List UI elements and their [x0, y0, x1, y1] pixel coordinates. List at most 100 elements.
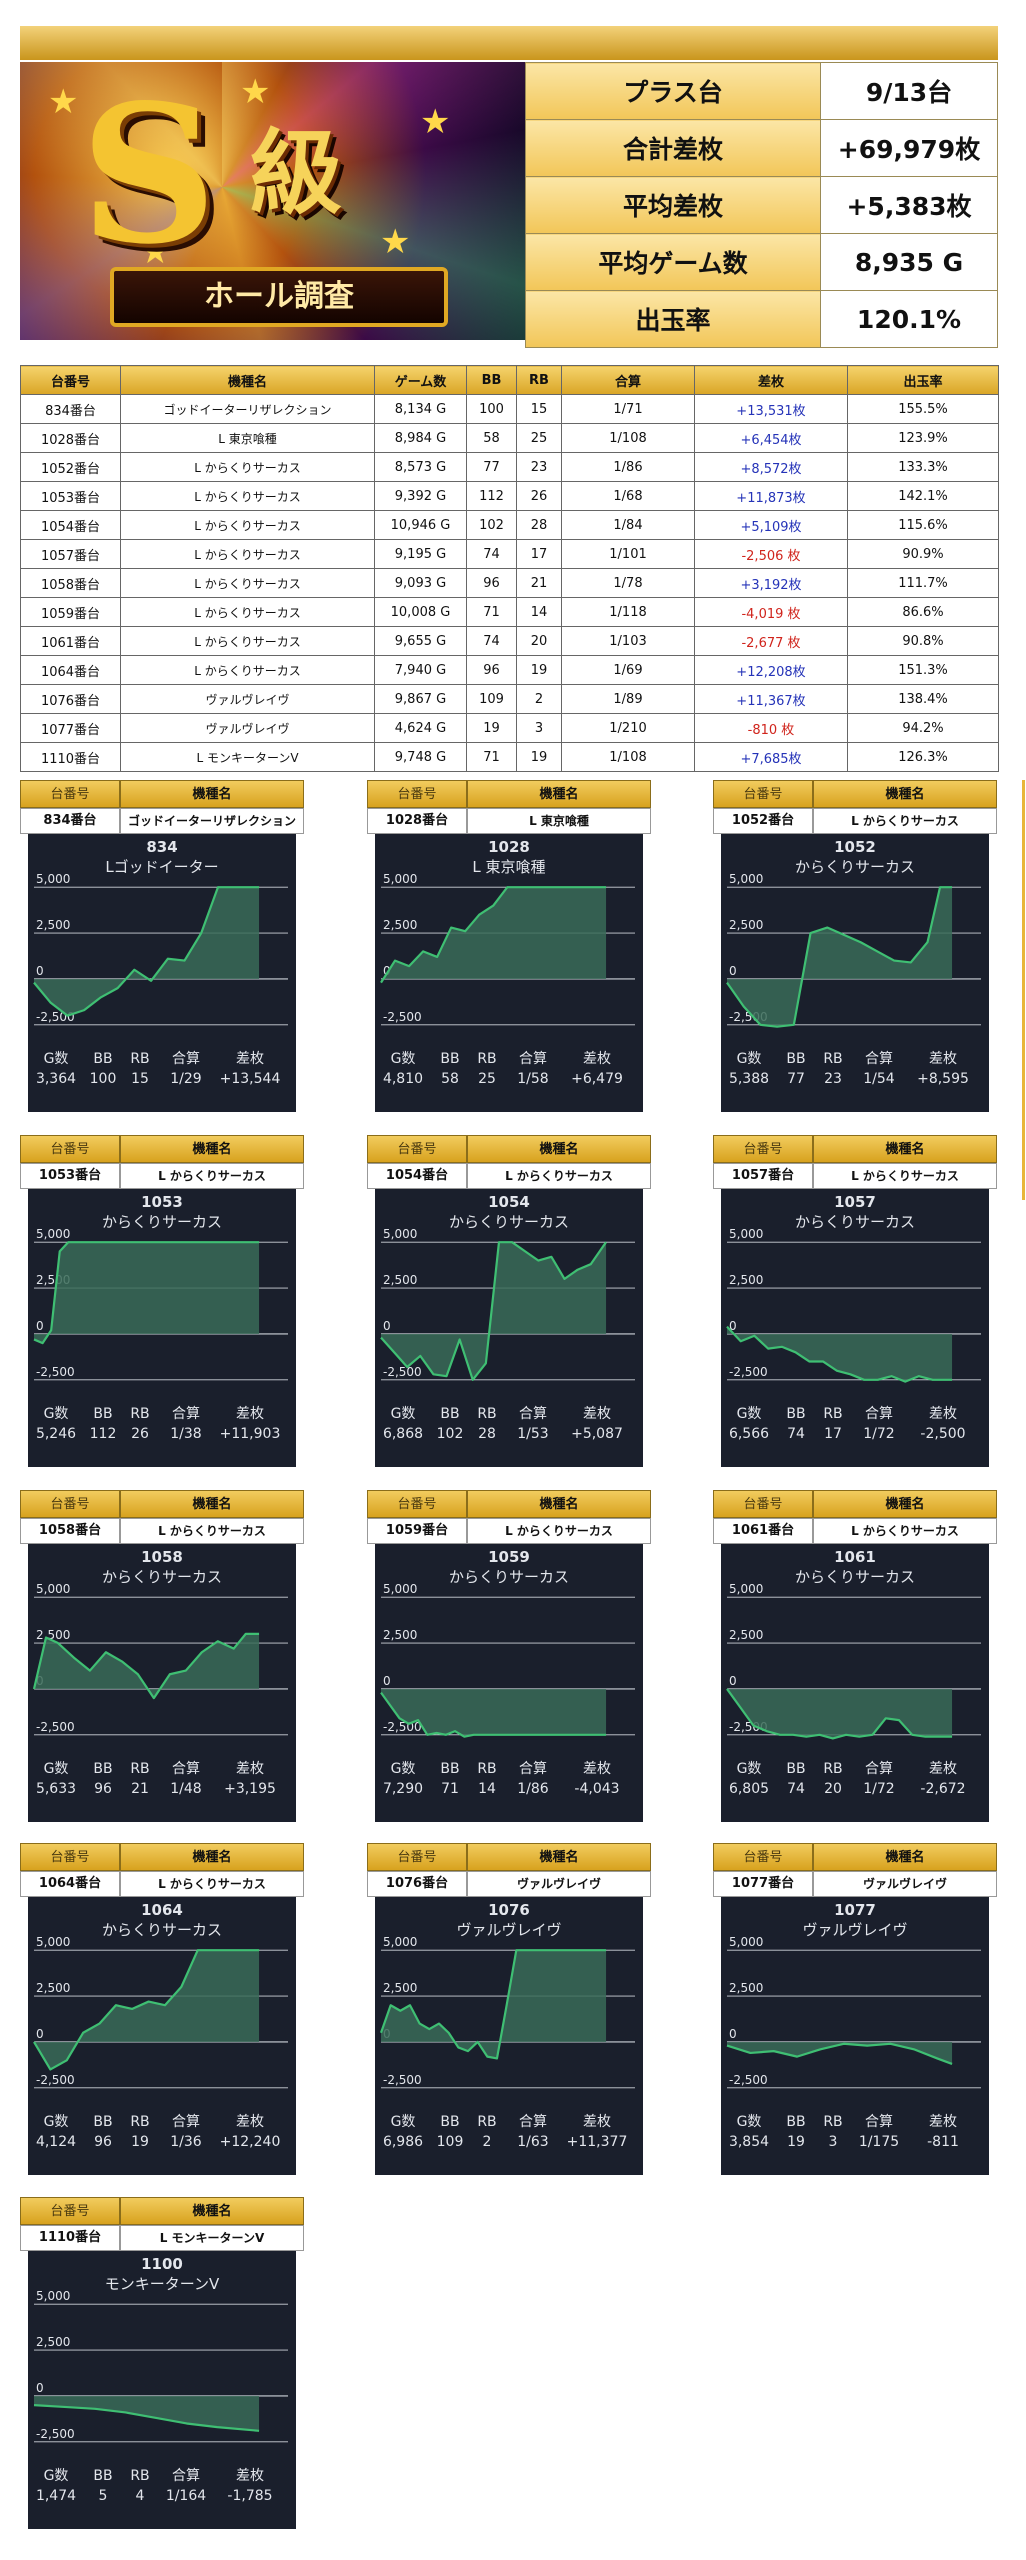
table-cell: 1/71: [561, 394, 695, 424]
stat-label: BB: [440, 1051, 460, 1067]
table-cell: L からくりサーカス: [120, 568, 375, 598]
stat-value: 5,633: [35, 1781, 77, 1797]
table-cell: 90.8%: [847, 626, 999, 656]
chart-svg: 5,000 2,500 0 -2,500: [380, 872, 635, 1026]
y-tick-label: 0: [729, 1674, 737, 1688]
panel-machine-number: 1057番台: [713, 1163, 813, 1189]
table-cell: 1/84: [561, 510, 695, 540]
stat-label: 差枚: [929, 1761, 957, 1777]
summary-label: 合計差枚: [525, 119, 821, 177]
stat-value: +13,544: [219, 1071, 281, 1087]
stat-label: BB: [93, 2114, 113, 2130]
table-cell: 1028番台: [20, 423, 121, 453]
chart-area-fill: [34, 1633, 260, 1699]
hero-banner: ホール調査: [110, 267, 448, 327]
y-tick-label: -2,500: [383, 1365, 422, 1379]
table-row: 1064番台 L からくりサーカス 7,940 G 96 19 1/69 +12,208枚 1…: [20, 655, 999, 685]
y-tick-label: -2,500: [36, 1365, 75, 1379]
chart-area-fill: [381, 1242, 607, 1380]
stat-label: 合算: [172, 2468, 200, 2484]
stat-value: +3,195: [224, 1781, 276, 1797]
table-cell: L モンキーターンV: [120, 742, 375, 772]
table-cell: 1/101: [561, 539, 695, 569]
table-cell: 1/210: [561, 713, 695, 743]
y-tick-label: -2,500: [36, 2073, 75, 2087]
stat-value: 6,805: [728, 1781, 770, 1797]
star-icon: ★: [48, 82, 79, 122]
chart-number: 1077: [834, 1901, 876, 1919]
chart-series-line: [726, 886, 953, 1028]
panel-header-name: 機種名: [120, 1490, 304, 1518]
stat-label: BB: [440, 1761, 460, 1777]
stat-label: BB: [440, 1406, 460, 1422]
table-cell: 71: [466, 742, 517, 772]
table-cell: 77: [466, 452, 517, 482]
table-cell: 71: [466, 597, 517, 627]
y-tick-label: 2,500: [729, 918, 763, 932]
panel-machine-number: 1059番台: [367, 1518, 467, 1544]
table-row: 1058番台 L からくりサーカス 9,093 G 96 21 1/78 +3,192枚 11…: [20, 568, 999, 598]
stat-value: 3,854: [728, 2134, 770, 2150]
machine-chart-panel: 台番号 機種名 834番台 ゴッドイーターリザレクション 834 Lゴッドイーター …: [20, 780, 304, 1115]
table-cell: +6,454枚: [694, 423, 848, 453]
star-icon: ★: [380, 222, 411, 262]
stat-value: 1/29: [170, 1071, 202, 1087]
y-tick-label: -2,500: [383, 1010, 422, 1024]
y-tick-label: 5,000: [729, 1227, 763, 1241]
stat-value: 1/53: [517, 1426, 549, 1442]
table-cell: 834番台: [20, 394, 121, 424]
table-cell: 9,655 G: [374, 626, 467, 656]
table-cell: 151.3%: [847, 655, 999, 685]
chart-stats: G数 BB RB 合算 差枚 6,566 74 17 1/72 -2,500: [721, 1404, 989, 1444]
stat-label: G数: [736, 1406, 762, 1422]
chart-stats: G数 BB RB 合算 差枚 6,805 74 20 1/72 -2,672: [721, 1759, 989, 1799]
panel-header-name: 機種名: [120, 1135, 304, 1163]
table-cell: 1/103: [561, 626, 695, 656]
panel-machine-name: L からくりサーカス: [120, 1163, 304, 1189]
chart-area-fill: [34, 1242, 260, 1344]
chart-stats: G数 BB RB 合算 差枚 3,854 19 3 1/175 -811: [721, 2112, 989, 2152]
chart-svg: 5,000 2,500 0 -2,500: [380, 1227, 635, 1381]
panel-machine-number: 1058番台: [20, 1518, 120, 1544]
table-cell: 9,093 G: [374, 568, 467, 598]
stat-value: 1/58: [517, 1071, 549, 1087]
y-tick-label: 2,500: [729, 1981, 763, 1995]
stat-label: 合算: [519, 1761, 547, 1777]
chart-svg: 5,000 2,500 0 -2,500: [33, 2289, 288, 2443]
chart-area: 1053 からくりサーカス 5,000 2,500 0 -2,500 G数 BB RB 合算…: [28, 1189, 296, 1467]
y-tick-label: 2,500: [36, 2335, 70, 2349]
stat-value: 112: [89, 1426, 117, 1442]
chart-title: ヴァルヴレイヴ: [802, 1921, 908, 1939]
chart-title: からくりサーカス: [101, 1213, 222, 1231]
table-cell: 1077番台: [20, 713, 121, 743]
summary-label: 出玉率: [525, 290, 821, 348]
chart-stats: G数 BB RB 合算 差枚 4,810 58 25 1/58 +6,479: [375, 1049, 643, 1089]
table-cell: 19: [516, 742, 562, 772]
stat-value: 71: [441, 1781, 459, 1797]
stat-value: 3: [828, 2134, 838, 2150]
y-tick-label: 5,000: [383, 872, 417, 886]
chart-svg: 5,000 2,500 0 -2,500: [33, 1935, 288, 2089]
table-cell: 138.4%: [847, 684, 999, 714]
chart-area: 834 Lゴッドイーター 5,000 2,500 0 -2,500 G数 BB RB 合算差…: [28, 834, 296, 1112]
table-cell: L からくりサーカス: [120, 452, 375, 482]
table-cell: 9,867 G: [374, 684, 467, 714]
table-cell: 1076番台: [20, 684, 121, 714]
stat-label: 差枚: [583, 1406, 611, 1422]
table-cell: 8,573 G: [374, 452, 467, 482]
edge-accent-line: [1022, 780, 1025, 1200]
table-row: 1077番台 ヴァルヴレイヴ 4,624 G 19 3 1/210 -810 枚 94.2%: [20, 713, 999, 743]
chart-area-fill: [381, 1950, 607, 2059]
table-cell: 1/86: [561, 452, 695, 482]
stat-label: G数: [43, 2114, 69, 2130]
chart-title: からくりサーカス: [448, 1568, 569, 1586]
stat-label: 合算: [172, 1051, 200, 1067]
chart-number: 1052: [834, 838, 876, 856]
chart-title: からくりサーカス: [794, 1568, 915, 1586]
stat-value: 6,868: [382, 1426, 424, 1442]
panel-header-number: 台番号: [367, 780, 467, 808]
summary-row: 出玉率 120.1%: [525, 290, 998, 348]
table-cell: 10,008 G: [374, 597, 467, 627]
stat-value: -811: [927, 2134, 959, 2150]
stat-label: 合算: [172, 1761, 200, 1777]
